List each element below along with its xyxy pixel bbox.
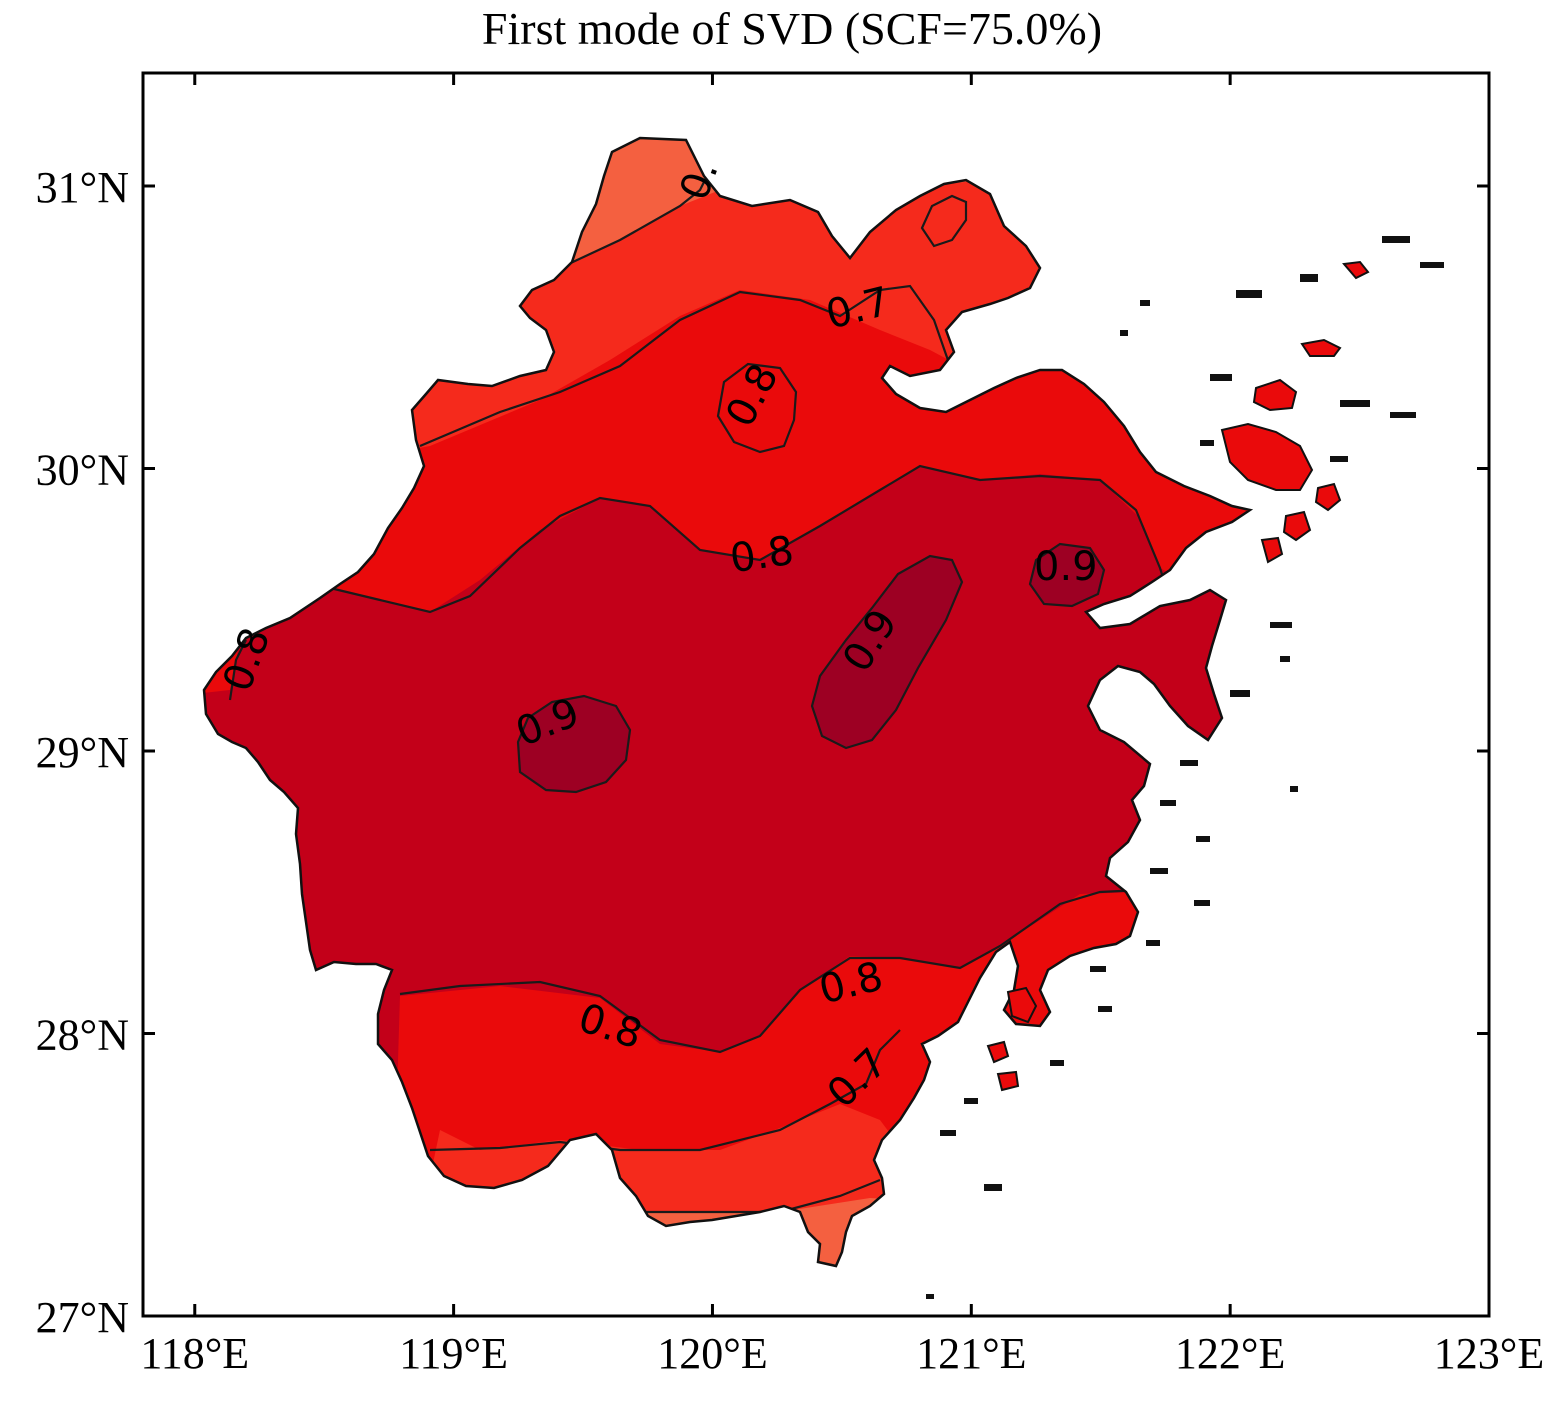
contour-0.8-main-north: [329, 464, 1172, 614]
offshore-islands: [926, 236, 1444, 1299]
x-tick-label-120: 120°E: [657, 1329, 767, 1378]
fill-level-above-0.9-east: [1030, 544, 1104, 606]
island-south-2: [986, 1040, 1010, 1064]
y-tick-label-31: 31°N: [36, 163, 129, 212]
island-north-2: [1342, 260, 1370, 280]
y-tick-label-30: 30°N: [36, 446, 129, 495]
x-tick-label-121: 121°E: [916, 1329, 1026, 1378]
island-south-3: [996, 1070, 1020, 1092]
contour-0.7-south: [429, 1029, 901, 1152]
island-east-3: [1260, 536, 1284, 564]
y-axis: 27°N 28°N 29°N 30°N 31°N: [36, 163, 1489, 1342]
fill-level-above-0.9-west: [518, 696, 630, 792]
x-axis: 118°E 119°E 120°E 121°E 122°E 123°E: [140, 73, 1544, 1378]
contour-label-0.8-center: 0.8: [727, 528, 796, 582]
x-tick-label-119: 119°E: [399, 1329, 508, 1378]
island-speckles: [926, 236, 1444, 1299]
island-daishan: [1252, 378, 1298, 412]
x-tick-label-122: 122°E: [1175, 1329, 1285, 1378]
x-tick-label-123: 123°E: [1434, 1329, 1544, 1378]
contour-0.6-north: [559, 169, 711, 269]
contour-0.7-north: [419, 284, 952, 448]
contour-0.8-west: [228, 639, 247, 701]
contour-0.9-center: [810, 554, 964, 750]
contour-label-0.9-east: 0.9: [1034, 544, 1098, 590]
contour-0.8-main-south: [399, 888, 1141, 1054]
contour-line-layer: [228, 169, 1172, 1214]
contour-0.9-east: [1028, 542, 1106, 608]
contour-0.8-north-loop: [716, 362, 798, 454]
contour-0.9-west: [516, 694, 632, 794]
island-east-2: [1282, 510, 1312, 542]
island-east-1: [1314, 482, 1342, 512]
map-title: First mode of SVD (SCF=75.0%): [482, 3, 1102, 54]
fill-level-above-0.9-center: [812, 556, 962, 748]
fill-level-0.8-0.9: [204, 466, 1250, 1266]
plot-frame: [141, 71, 1491, 1318]
x-tick-label-118: 118°E: [140, 1329, 249, 1378]
contour-0.7-ne: [920, 194, 968, 248]
y-tick-label-27: 27°N: [36, 1293, 129, 1342]
island-zhoushan-main: [1220, 422, 1314, 491]
y-tick-label-29: 29°N: [36, 728, 129, 777]
island-north-1: [1300, 338, 1342, 357]
fill-level-0.6-0.7-ne-pocket: [922, 196, 966, 246]
y-tick-label-28: 28°N: [36, 1011, 129, 1060]
island-south-1: [1006, 986, 1038, 1024]
